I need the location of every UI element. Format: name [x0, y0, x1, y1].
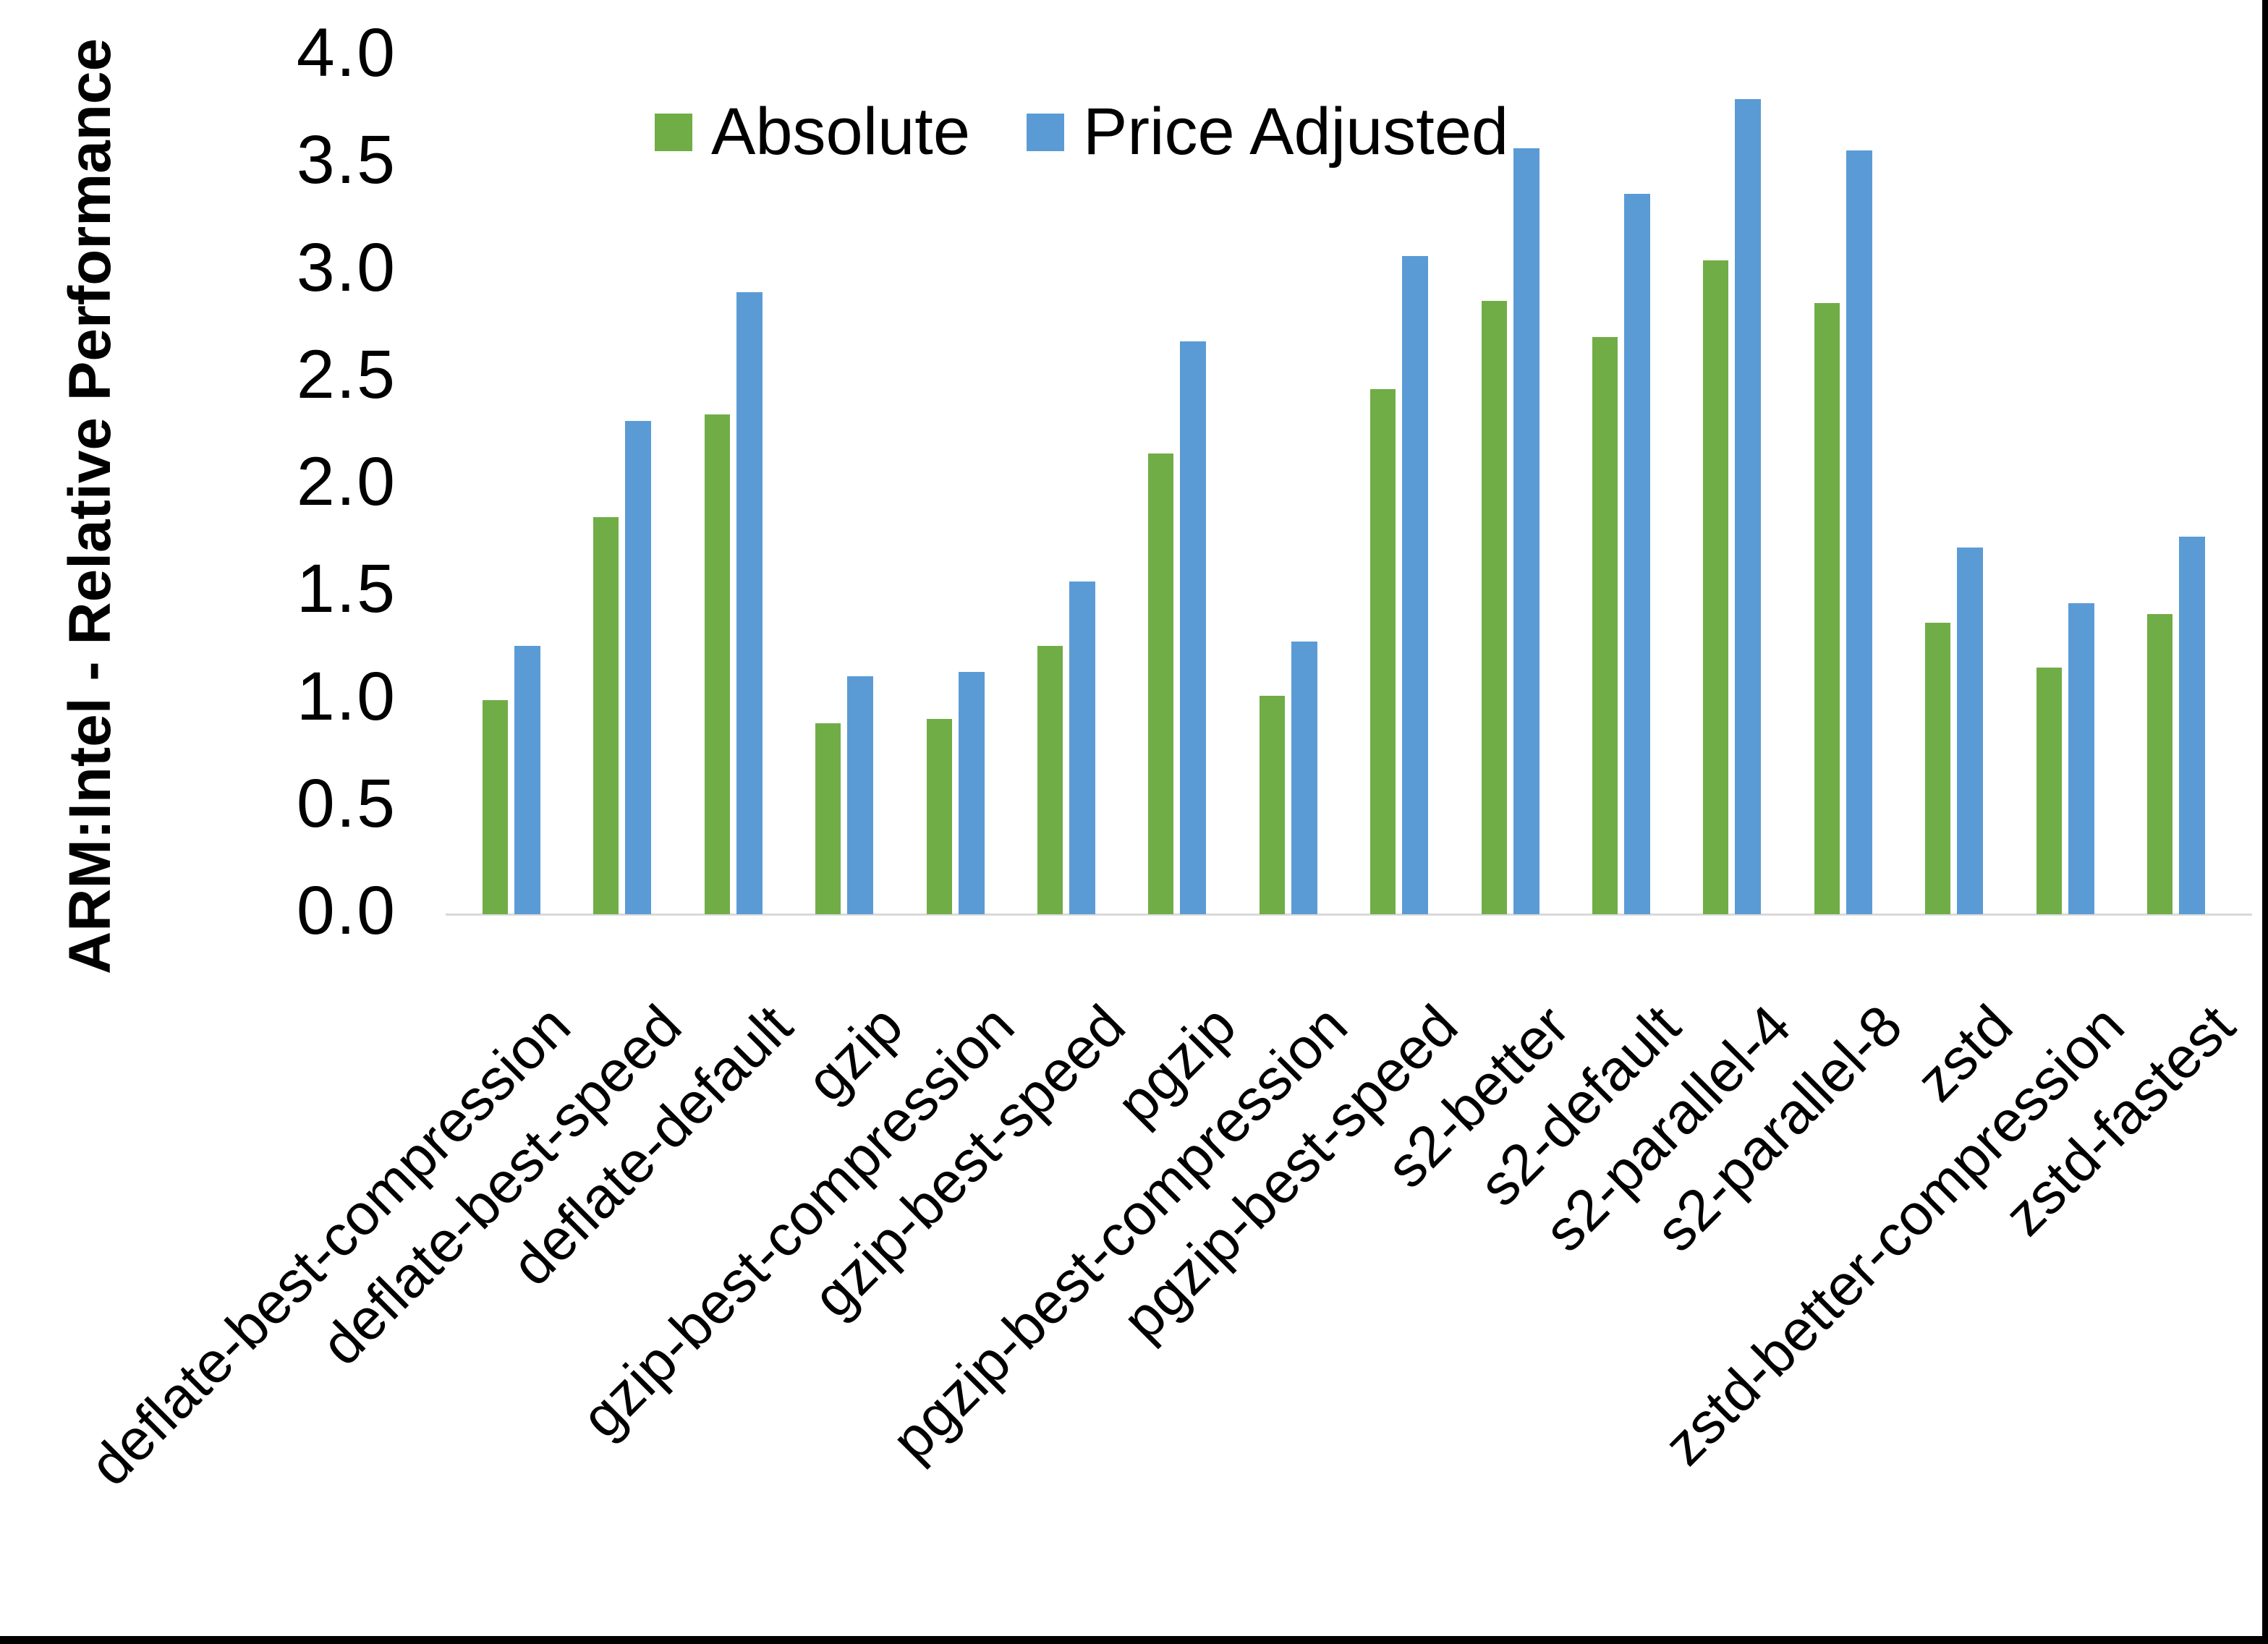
- y-tick-label: 3.0: [296, 229, 396, 306]
- bar-absolute-zstd-fastest: [2147, 613, 2173, 914]
- bar-absolute-s2-default: [1592, 337, 1618, 914]
- y-tick-label: 0.5: [296, 764, 396, 842]
- bar-price-adjusted-zstd: [1957, 547, 1984, 914]
- right-border: [2262, 0, 2268, 1644]
- bar-price-adjusted-deflate-best-speed: [625, 421, 652, 914]
- bar-price-adjusted-gzip: [847, 676, 874, 914]
- bar-absolute-pgzip: [1148, 453, 1174, 914]
- bar-absolute-deflate-default: [704, 414, 730, 914]
- y-tick-label: 2.0: [296, 443, 396, 521]
- bar-absolute-gzip: [815, 723, 841, 914]
- y-tick-label: 2.5: [296, 336, 396, 413]
- y-tick-label: 0.0: [296, 872, 396, 950]
- legend-label-absolute: Absolute: [711, 95, 971, 169]
- bar-absolute-gzip-best-compression: [926, 719, 952, 914]
- bar-absolute-zstd-better-compression: [2036, 668, 2062, 914]
- bar-absolute-s2-parallel-8: [1814, 302, 1840, 914]
- bar-absolute-zstd: [1925, 622, 1951, 914]
- y-tick-label: 4.0: [296, 14, 396, 92]
- bar-price-adjusted-deflate-default: [736, 292, 763, 914]
- bar-price-adjusted-zstd-better-compression: [2068, 603, 2094, 914]
- bar-absolute-gzip-best-speed: [1037, 646, 1063, 914]
- legend: Absolute Price Adjusted: [655, 94, 1508, 170]
- bar-absolute-deflate-best-compression: [483, 699, 508, 914]
- y-tick-label: 1.5: [296, 550, 396, 628]
- bar-price-adjusted-s2-better: [1513, 148, 1539, 914]
- bar-price-adjusted-s2-parallel-4: [1735, 99, 1762, 914]
- bar-absolute-s2-better: [1481, 301, 1507, 914]
- bar-price-adjusted-s2-default: [1624, 193, 1650, 914]
- bottom-border: [0, 1636, 2268, 1644]
- bar-price-adjusted-zstd-fastest: [2179, 537, 2205, 914]
- bar-price-adjusted-gzip-best-compression: [958, 671, 985, 914]
- bar-price-adjusted-gzip-best-speed: [1069, 582, 1095, 914]
- x-axis-line: [446, 913, 2252, 916]
- bar-absolute-pgzip-best-compression: [1259, 695, 1285, 914]
- bar-price-adjusted-pgzip-best-compression: [1291, 642, 1317, 914]
- legend-swatch-price-adjusted-icon: [1027, 113, 1065, 151]
- legend-item-absolute: Absolute: [655, 94, 970, 170]
- legend-item-price-adjusted: Price Adjusted: [1027, 94, 1508, 170]
- legend-swatch-absolute-icon: [655, 113, 692, 151]
- bar-absolute-deflate-best-speed: [593, 517, 619, 914]
- bar-price-adjusted-pgzip: [1180, 341, 1207, 914]
- bar-price-adjusted-pgzip-best-speed: [1402, 255, 1429, 914]
- y-tick-label: 3.5: [296, 122, 396, 199]
- bar-price-adjusted-s2-parallel-8: [1846, 150, 1872, 914]
- bar-absolute-s2-parallel-4: [1703, 260, 1729, 914]
- bar-absolute-pgzip-best-speed: [1370, 388, 1396, 914]
- bar-price-adjusted-deflate-best-compression: [514, 646, 540, 914]
- legend-label-price-adjusted: Price Adjusted: [1083, 95, 1509, 169]
- y-tick-label: 1.0: [296, 657, 396, 735]
